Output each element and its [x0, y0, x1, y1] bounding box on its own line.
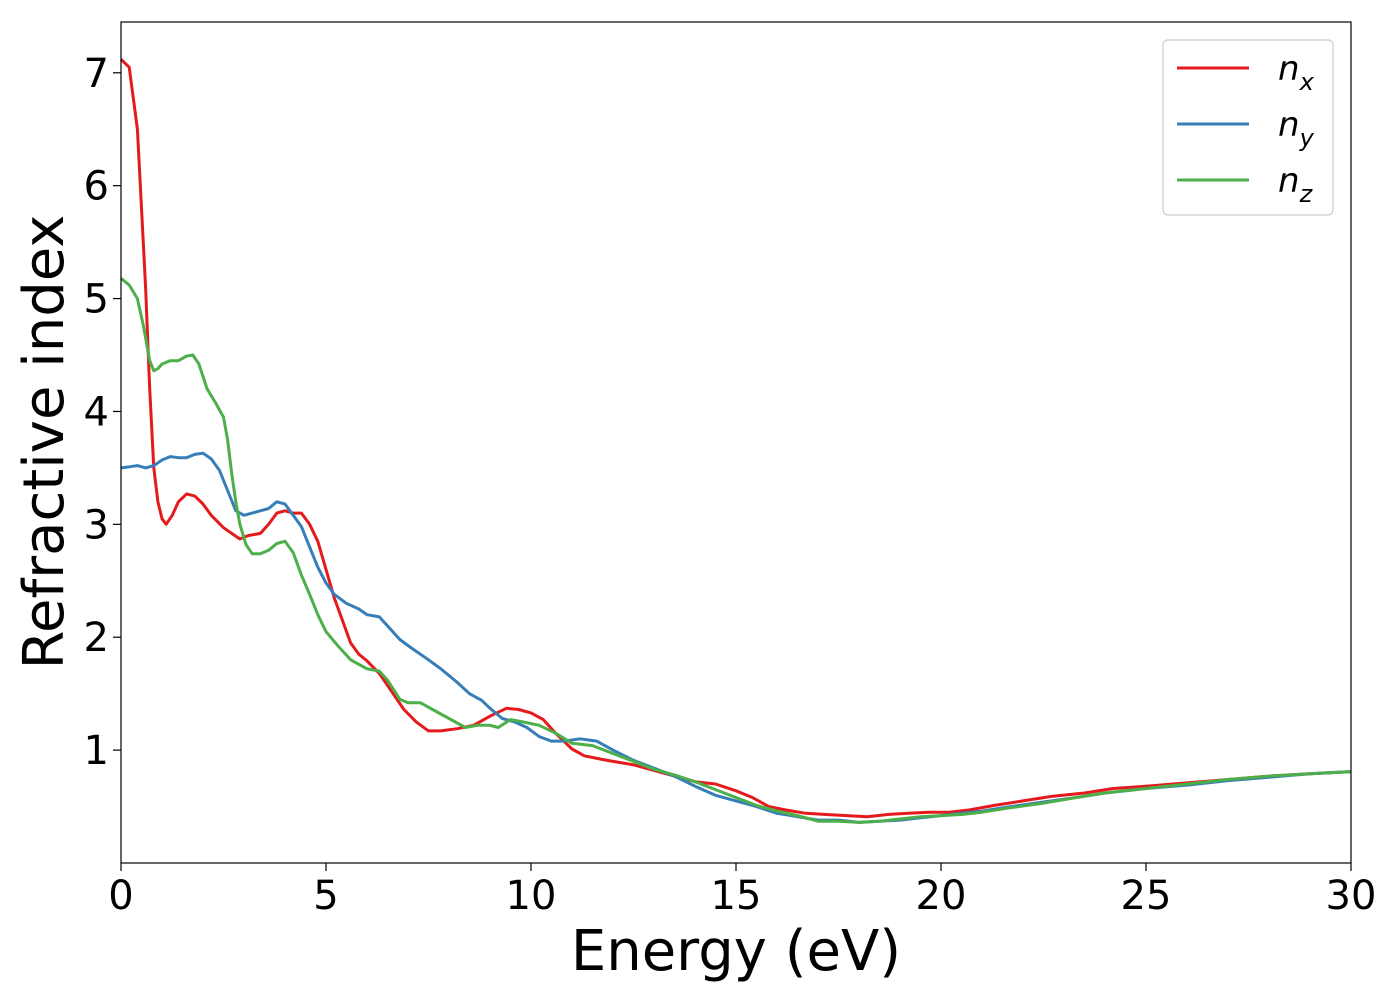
series-layer [119, 58, 1352, 824]
y-tick-label: 6 [84, 164, 109, 210]
y-axis: 1 2 3 4 5 6 7 [84, 51, 121, 774]
x-tick-label: 10 [506, 873, 557, 919]
x-tick-label: 30 [1326, 873, 1377, 919]
x-tick-label: 25 [1121, 873, 1172, 919]
x-tick-label: 15 [711, 873, 762, 919]
y-tick-label: 2 [84, 615, 109, 661]
y-tick-label: 5 [84, 277, 109, 323]
plot-area [121, 22, 1351, 863]
x-axis-title: Energy (eV) [571, 919, 901, 984]
y-tick-label: 3 [84, 502, 109, 548]
legend-box [1162, 39, 1334, 216]
y-axis-title: Refractive index [12, 215, 77, 670]
series-line-z [120, 277, 1352, 824]
x-tick-label: 20 [916, 873, 967, 919]
x-axis: 0 5 10 15 20 25 30 [108, 863, 1376, 919]
series-line-x [119, 58, 1352, 819]
x-tick-label: 5 [313, 873, 338, 919]
y-tick-label: 1 [84, 728, 109, 774]
x-tick-label: 0 [108, 873, 133, 919]
y-tick-label: 4 [84, 389, 109, 435]
y-tick-label: 7 [84, 51, 109, 97]
